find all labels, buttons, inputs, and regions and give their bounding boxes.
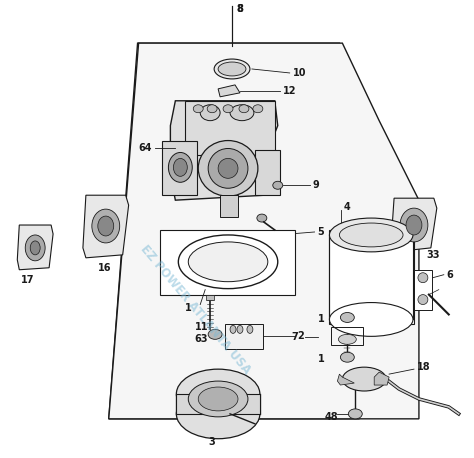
Text: EZ POWER ATLANTA USA: EZ POWER ATLANTA USA <box>137 242 253 376</box>
Ellipse shape <box>342 367 386 391</box>
Bar <box>255 151 280 195</box>
Polygon shape <box>391 198 437 252</box>
Ellipse shape <box>198 141 258 196</box>
Ellipse shape <box>25 235 45 261</box>
Ellipse shape <box>98 216 114 236</box>
Polygon shape <box>218 85 240 97</box>
Polygon shape <box>83 195 128 258</box>
Ellipse shape <box>257 214 267 222</box>
Bar <box>176 394 260 414</box>
Ellipse shape <box>230 326 236 333</box>
Ellipse shape <box>218 62 246 76</box>
Text: 16: 16 <box>98 263 111 273</box>
Ellipse shape <box>188 242 268 282</box>
Text: 11: 11 <box>195 322 209 333</box>
Bar <box>185 101 275 155</box>
Ellipse shape <box>239 105 249 113</box>
Text: 3: 3 <box>208 436 215 447</box>
Ellipse shape <box>188 381 248 417</box>
Polygon shape <box>170 101 278 200</box>
Ellipse shape <box>30 241 40 255</box>
Ellipse shape <box>348 409 362 419</box>
Polygon shape <box>109 43 419 419</box>
Text: 6: 6 <box>447 270 454 280</box>
Ellipse shape <box>214 59 250 79</box>
Ellipse shape <box>193 105 203 113</box>
Bar <box>206 294 214 300</box>
Ellipse shape <box>92 209 120 243</box>
Text: 63: 63 <box>194 334 208 344</box>
Ellipse shape <box>340 312 354 322</box>
Ellipse shape <box>418 273 428 283</box>
Ellipse shape <box>173 158 187 176</box>
Text: 7: 7 <box>292 333 299 342</box>
Text: 1: 1 <box>318 354 324 364</box>
Ellipse shape <box>223 105 233 113</box>
Text: 5: 5 <box>318 227 324 237</box>
Ellipse shape <box>339 223 403 247</box>
Bar <box>163 141 197 195</box>
Polygon shape <box>109 43 359 419</box>
Ellipse shape <box>218 158 238 178</box>
Bar <box>225 324 263 349</box>
Text: 2: 2 <box>298 331 304 341</box>
Text: 1: 1 <box>318 315 324 324</box>
Bar <box>331 327 363 345</box>
Text: 48: 48 <box>325 412 338 422</box>
Text: 1: 1 <box>185 303 192 312</box>
Text: 18: 18 <box>417 362 430 372</box>
Ellipse shape <box>273 181 283 189</box>
Text: 8: 8 <box>236 4 243 14</box>
Polygon shape <box>337 374 354 385</box>
Ellipse shape <box>207 105 217 113</box>
Ellipse shape <box>176 369 260 419</box>
Polygon shape <box>374 372 389 385</box>
Text: 12: 12 <box>283 86 296 96</box>
Ellipse shape <box>418 294 428 305</box>
Ellipse shape <box>400 208 428 242</box>
Bar <box>414 270 432 310</box>
Ellipse shape <box>237 326 243 333</box>
Ellipse shape <box>176 389 260 439</box>
Ellipse shape <box>208 148 248 188</box>
Text: 17: 17 <box>21 275 35 285</box>
Ellipse shape <box>200 105 220 120</box>
Bar <box>329 230 414 324</box>
Ellipse shape <box>329 303 413 336</box>
Text: 9: 9 <box>312 180 319 190</box>
Ellipse shape <box>406 215 422 235</box>
Ellipse shape <box>329 218 413 252</box>
Bar <box>220 195 238 217</box>
Ellipse shape <box>208 329 222 339</box>
Text: 33: 33 <box>426 250 439 260</box>
Text: 8: 8 <box>236 4 243 14</box>
Ellipse shape <box>340 352 354 362</box>
Ellipse shape <box>198 387 238 411</box>
Text: 4: 4 <box>343 202 350 212</box>
Ellipse shape <box>247 326 253 333</box>
Ellipse shape <box>178 235 278 289</box>
Ellipse shape <box>230 105 254 120</box>
Ellipse shape <box>168 153 192 182</box>
Ellipse shape <box>338 334 356 344</box>
Text: 64: 64 <box>138 143 152 153</box>
Ellipse shape <box>253 105 263 113</box>
Text: 10: 10 <box>292 68 306 78</box>
Polygon shape <box>17 225 53 270</box>
Bar <box>161 230 295 294</box>
